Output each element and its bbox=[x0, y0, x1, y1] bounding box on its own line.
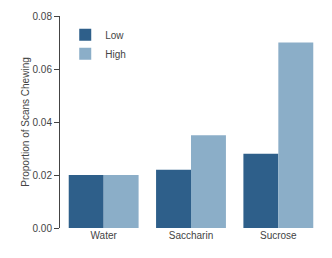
svg-text:Saccharin: Saccharin bbox=[169, 230, 213, 241]
svg-text:Water: Water bbox=[91, 230, 118, 241]
svg-text:Sucrose: Sucrose bbox=[260, 230, 297, 241]
svg-text:0.06: 0.06 bbox=[33, 64, 53, 75]
svg-text:High: High bbox=[105, 49, 126, 60]
svg-text:0.04: 0.04 bbox=[33, 117, 53, 128]
svg-text:Proportion of Scans Chewing: Proportion of Scans Chewing bbox=[20, 57, 31, 187]
svg-text:0.02: 0.02 bbox=[33, 170, 53, 181]
svg-text:0.00: 0.00 bbox=[33, 223, 53, 234]
svg-text:Low: Low bbox=[105, 30, 124, 41]
svg-text:0.08: 0.08 bbox=[33, 11, 53, 22]
